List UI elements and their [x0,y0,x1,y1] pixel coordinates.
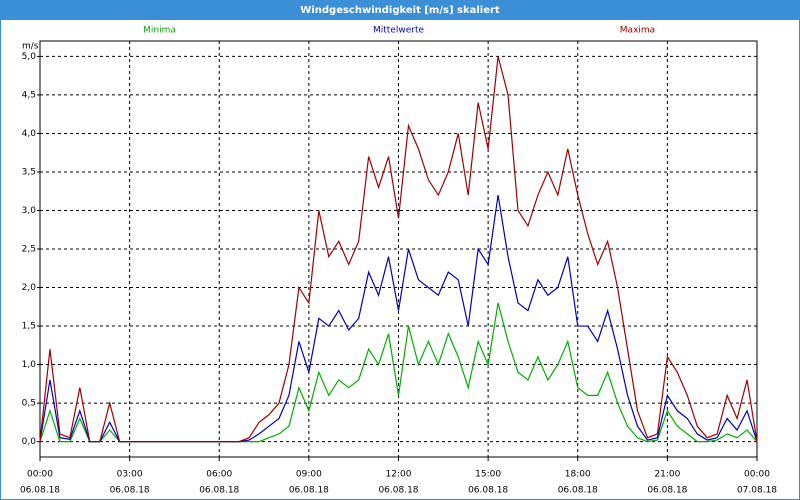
x-tick-date: 06.08.18 [468,486,508,496]
y-tick-label: 0,5 [22,399,36,409]
y-tick-label: 2,0 [22,283,37,293]
x-tick-time: 12:00 [386,470,412,480]
y-tick-label: 0,0 [22,437,37,447]
x-tick-time: 15:00 [475,470,501,480]
y-tick-label: 4,0 [22,129,37,139]
x-tick-date: 06.08.18 [289,486,329,496]
y-tick-label: 2,5 [22,245,36,255]
x-tick-time: 00:00 [27,470,53,480]
y-axis-unit: m/s [22,42,39,52]
plot-frame [39,40,758,458]
x-tick-date: 06.08.18 [110,486,150,496]
x-tick-date: 06.08.18 [378,486,418,496]
x-tick-time: 03:00 [117,470,143,480]
x-tick-date: 06.08.18 [20,486,60,496]
x-tick-time: 09:00 [296,470,322,480]
title-bar [0,0,800,20]
y-tick-label: 3,0 [22,206,37,216]
x-tick-date: 07.08.18 [737,486,777,496]
y-tick-label: 1,5 [22,322,36,332]
legend-label: Maxima [620,26,655,36]
x-tick-time: 06:00 [206,470,232,480]
legend-label: Mittelwerte [373,26,424,36]
x-tick-time: 00:00 [744,470,770,480]
chart-title: Windgeschwindigkeit [m/s] skaliert [300,5,500,16]
y-tick-label: 5,0 [22,52,37,62]
x-tick-date: 06.08.18 [558,486,598,496]
y-tick-label: 4,5 [22,90,36,100]
x-tick-date: 06.08.18 [647,486,687,496]
series-line [39,56,758,443]
legend-label: Minima [143,26,176,36]
x-tick-date: 06.08.18 [199,486,239,496]
y-tick-label: 3,5 [22,167,36,177]
x-tick-time: 21:00 [654,470,680,480]
y-tick-label: 1,0 [22,360,37,370]
x-tick-time: 18:00 [565,470,591,480]
